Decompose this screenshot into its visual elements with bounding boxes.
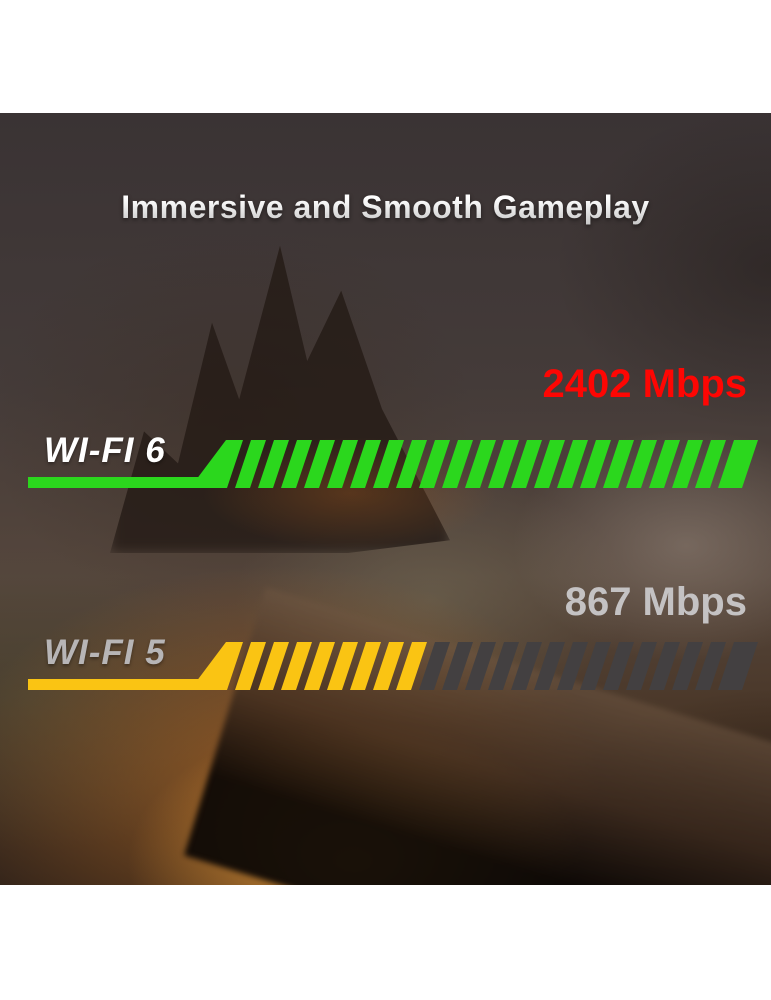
wifi6-label: WI-FI 6 [44,431,166,470]
wifi5-speed-value: 867 Mbps [564,580,747,624]
gameplay-banner: Immersive and Smooth Gameplay 2402 Mbps … [0,113,771,885]
wifi6-speed-value: 2402 Mbps [542,362,747,406]
wifi5-bar [28,642,758,690]
wifi5-label: WI-FI 5 [44,633,166,672]
wifi6-bar [28,440,758,488]
banner-title: Immersive and Smooth Gameplay [0,189,771,226]
fire-glow [140,413,560,573]
